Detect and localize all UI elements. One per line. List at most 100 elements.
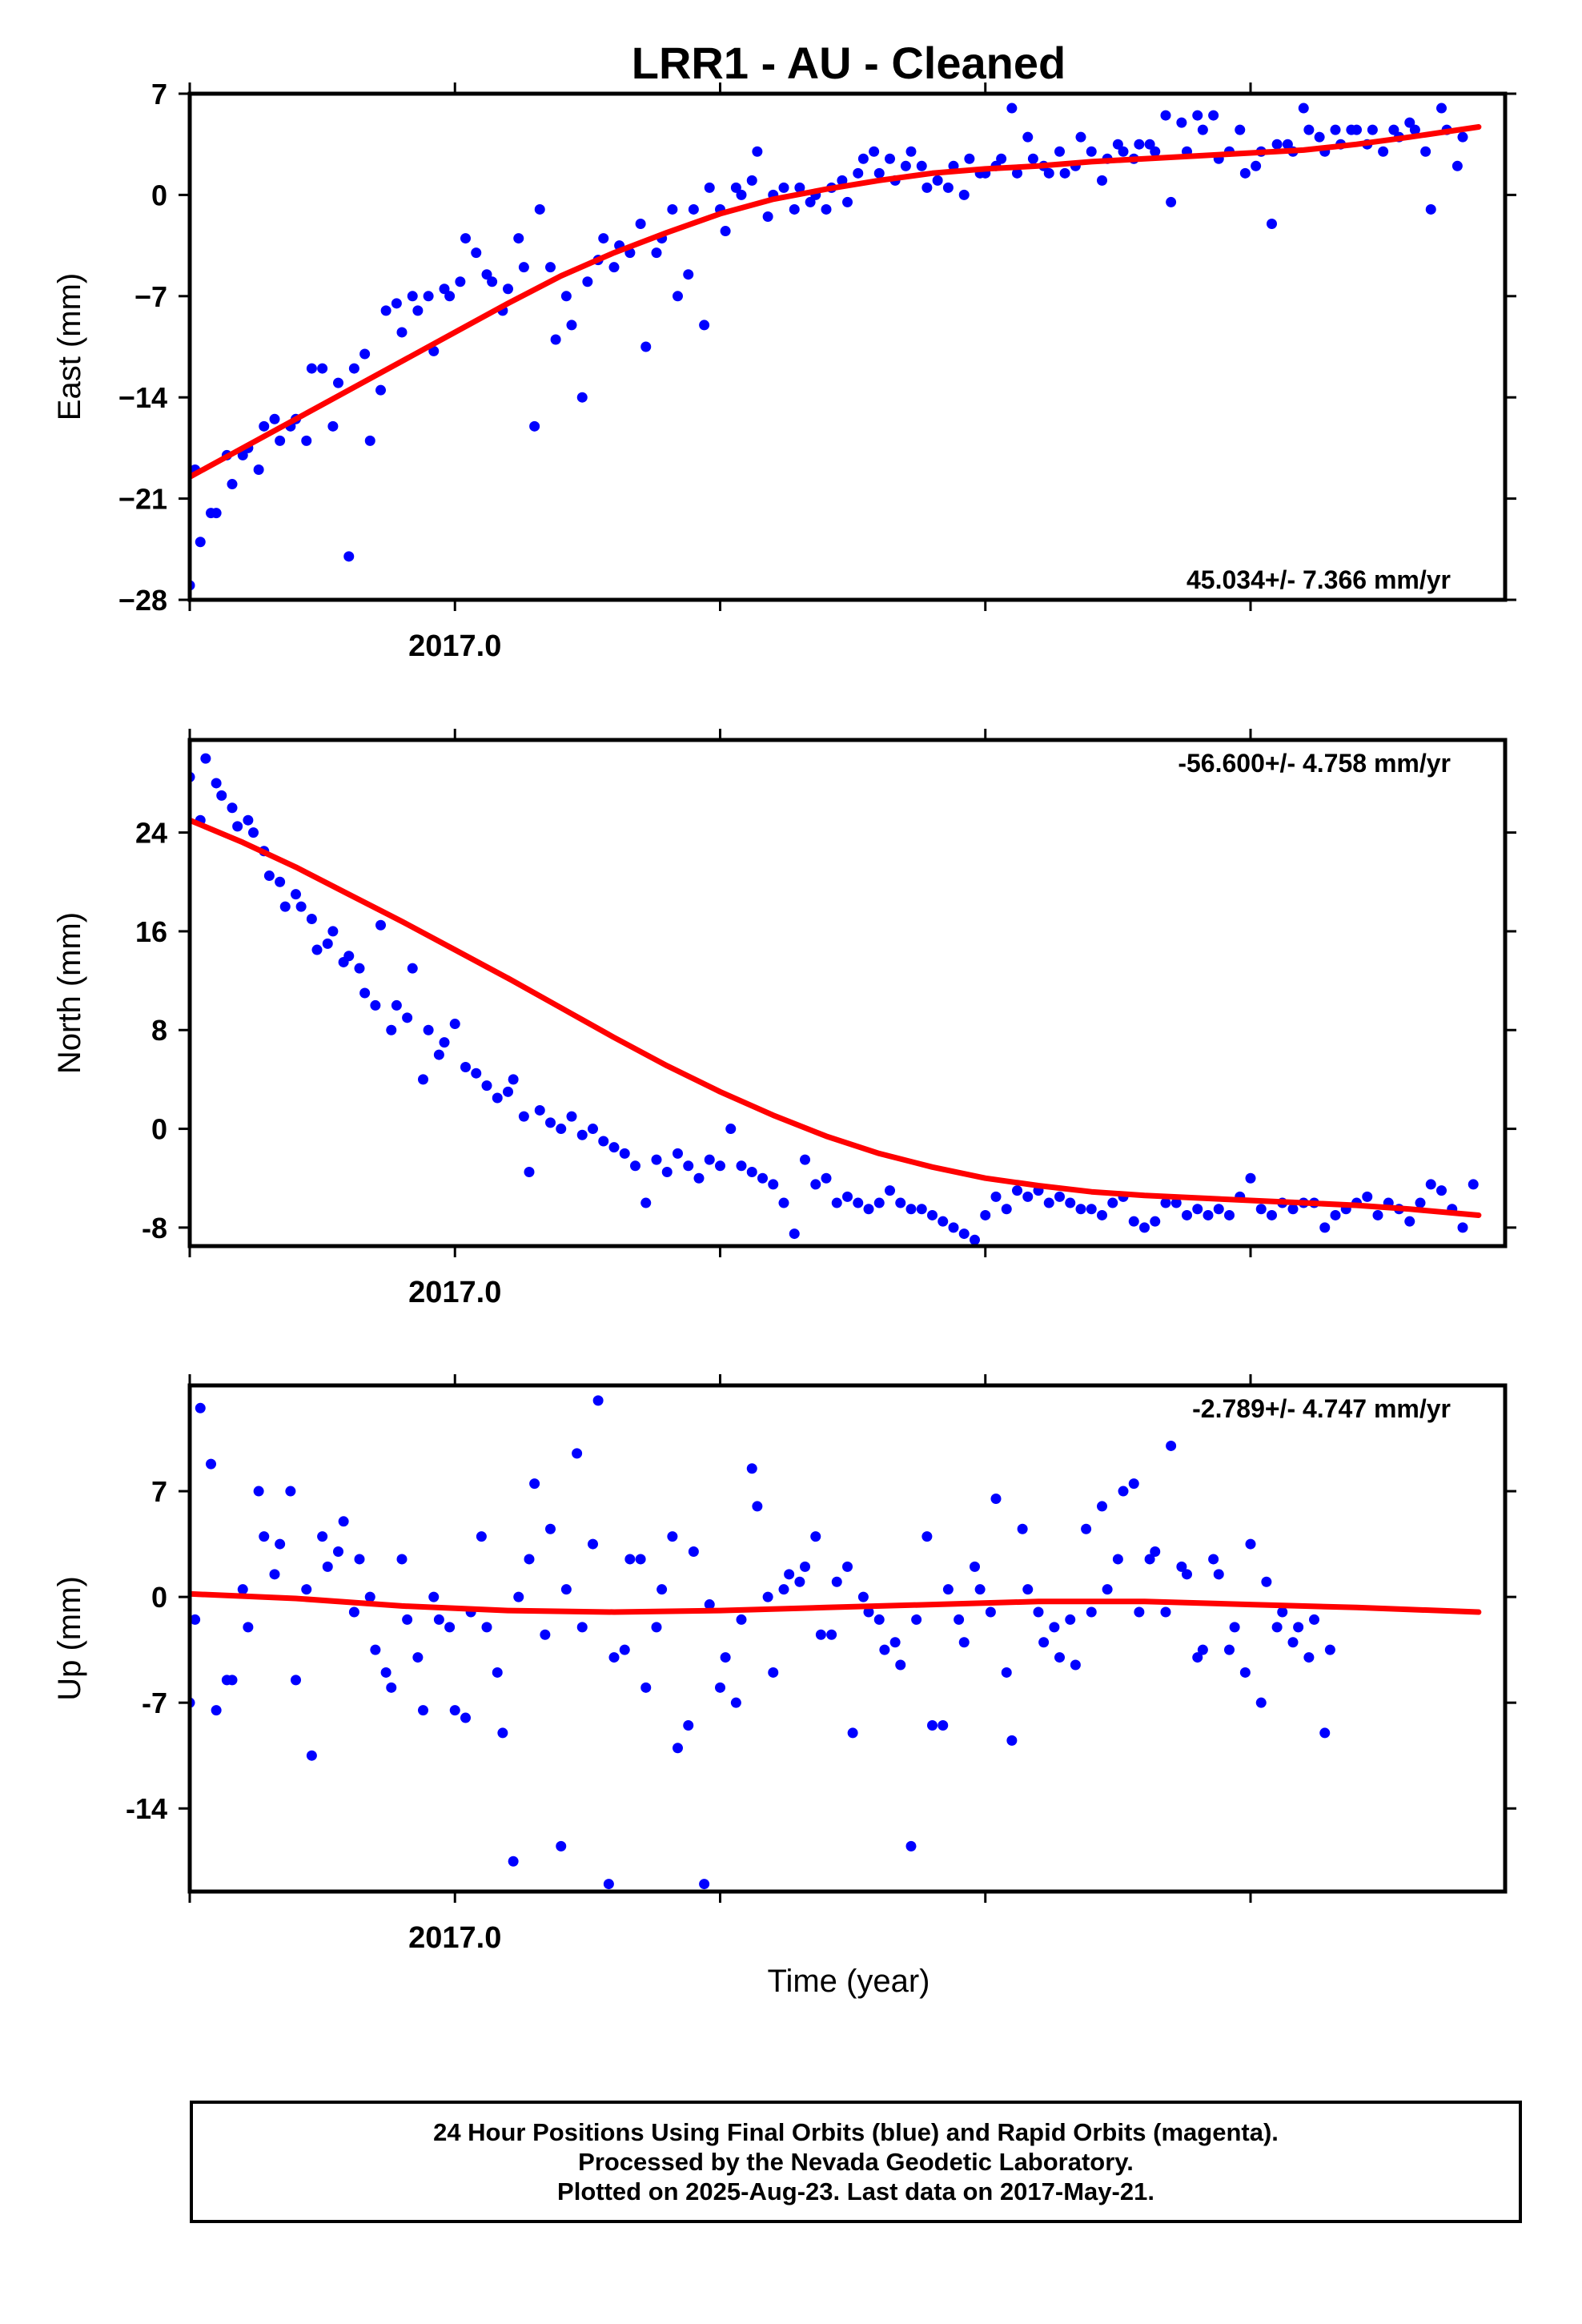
up-data-point: [938, 1719, 949, 1731]
east-data-point: [253, 464, 264, 475]
north-data-point: [661, 1167, 673, 1178]
north-data-point: [1425, 1179, 1436, 1190]
north-data-point: [1330, 1209, 1341, 1220]
up-y-tick-label: -14: [126, 1792, 167, 1825]
up-data-point: [1081, 1523, 1092, 1534]
up-data-point: [333, 1546, 343, 1558]
north-data-point: [1139, 1222, 1150, 1233]
north-data-point: [359, 987, 371, 999]
north-data-point: [1043, 1197, 1054, 1208]
north-data-point: [831, 1197, 842, 1208]
up-data-point: [253, 1486, 264, 1497]
east-data-point: [932, 175, 943, 186]
north-data-point: [905, 1204, 917, 1215]
east-data-point: [916, 160, 927, 171]
east-data-point: [1197, 124, 1208, 135]
east-y-tick-label: −21: [118, 483, 167, 516]
north-data-point: [407, 963, 418, 974]
north-data-point: [1267, 1209, 1277, 1220]
east-data-point: [1404, 117, 1415, 128]
east-data-point: [301, 435, 312, 446]
north-y-tick-label: 8: [151, 1014, 167, 1047]
north-data-point: [1362, 1191, 1373, 1202]
east-data-point: [942, 182, 954, 193]
up-data-point: [545, 1523, 556, 1534]
north-data-point: [1160, 1197, 1171, 1208]
up-data-point: [942, 1584, 954, 1595]
up-rate-label: -2.789+/- 4.747 mm/yr: [1192, 1394, 1451, 1423]
east-data-point: [317, 363, 328, 374]
north-data-point: [481, 1080, 492, 1092]
east-data-point: [1473, 0, 1484, 6]
east-data-point: [608, 262, 620, 273]
x-axis-label: Time (year): [768, 1964, 930, 1999]
east-panel: 7 0 −7 −14 −21 −28 2017.0 East (mm) 45.034+/- 7.…: [52, 0, 1516, 663]
up-x-tick-label: 2017.0: [408, 1921, 501, 1955]
north-data-point: [895, 1197, 906, 1208]
north-data-point: [1255, 1204, 1267, 1215]
east-data-point: [1166, 196, 1177, 207]
north-data-point: [1245, 1172, 1256, 1184]
east-data-point: [1075, 131, 1086, 143]
up-data-point: [1229, 1622, 1240, 1633]
up-data-point: [354, 1554, 365, 1565]
up-data-point: [603, 1879, 614, 1890]
up-data-point: [1182, 1569, 1192, 1580]
up-data-point: [704, 1599, 715, 1610]
north-data-point: [576, 1129, 588, 1140]
east-data-point: [471, 247, 482, 259]
up-data-point: [380, 1667, 391, 1678]
east-data-point: [211, 508, 222, 519]
east-data-point: [391, 298, 402, 309]
up-data-point: [1367, 0, 1378, 6]
up-data-point: [1144, 1554, 1155, 1565]
north-data-point: [503, 1086, 513, 1097]
up-data-point: [412, 1652, 424, 1663]
up-data-point: [1404, 0, 1415, 6]
up-data-point: [1038, 1637, 1050, 1648]
east-data-point: [900, 160, 911, 171]
up-points: [190, 0, 1441, 1890]
east-data-point: [1027, 153, 1038, 164]
east-data-point: [885, 153, 895, 164]
east-data-point: [359, 348, 371, 360]
up-data-point: [927, 1719, 938, 1731]
east-data-point: [348, 363, 359, 374]
north-data-point: [263, 870, 275, 882]
up-data-point: [556, 1840, 567, 1852]
up-data-point: [1335, 0, 1346, 6]
up-data-point: [576, 1622, 588, 1633]
east-data-point: [794, 182, 805, 193]
up-data-point: [386, 1682, 397, 1693]
north-data-point: [248, 827, 259, 838]
up-data-point: [418, 1705, 428, 1716]
up-data-point: [1431, 0, 1441, 6]
up-data-point: [688, 1546, 699, 1558]
north-data-point: [938, 1216, 949, 1227]
up-data-point: [921, 1531, 933, 1542]
up-data-point: [762, 1591, 773, 1602]
east-data-point: [805, 196, 816, 207]
up-y-tick-label: -7: [142, 1687, 167, 1719]
north-data-point: [306, 914, 317, 925]
up-data-point: [778, 1584, 789, 1595]
north-data-point: [311, 944, 323, 955]
east-data-point: [873, 167, 885, 179]
east-data-point: [1468, 0, 1479, 6]
up-data-point: [911, 1614, 922, 1625]
east-data-point: [651, 247, 662, 259]
up-data-point: [640, 1682, 652, 1693]
up-data-point: [831, 1576, 842, 1587]
north-data-point: [1150, 1216, 1161, 1227]
east-data-point: [306, 363, 317, 374]
up-data-point: [863, 1606, 874, 1618]
up-data-point: [481, 1622, 492, 1633]
up-data-point: [317, 1531, 328, 1542]
up-data-point: [1303, 1652, 1315, 1663]
north-data-point: [704, 1154, 715, 1165]
east-data-point: [1006, 103, 1018, 114]
east-data-point: [1112, 139, 1123, 150]
north-data-point: [810, 1179, 821, 1190]
up-data-point: [444, 1622, 456, 1633]
up-data-point: [895, 1659, 906, 1671]
